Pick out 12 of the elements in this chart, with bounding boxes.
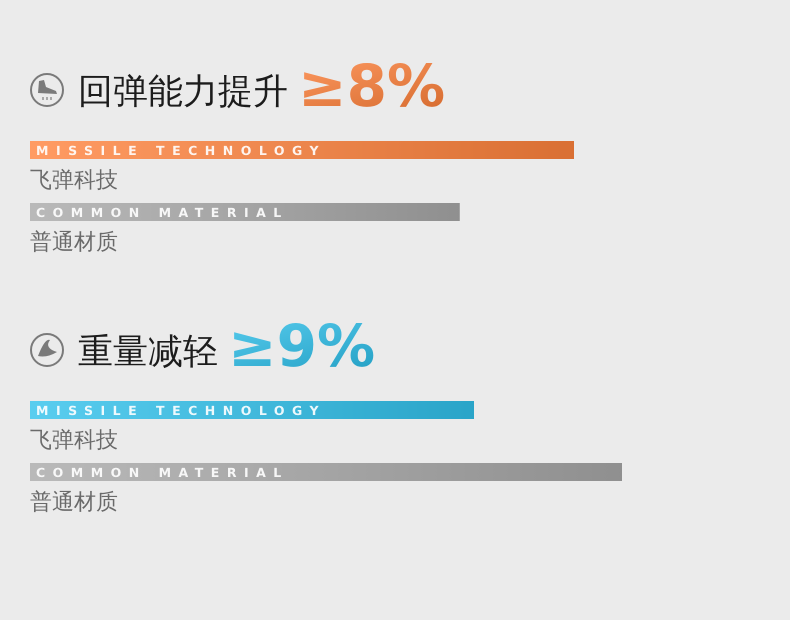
annotation: MISSILE TECHNOLOGY [36, 403, 326, 418]
y-tick-label: 飞弹科技 [30, 428, 118, 453]
annotation: COMMON MATERIAL [36, 205, 289, 220]
y-tick-label: 普通材质 [30, 490, 118, 515]
annotation: MISSILE TECHNOLOGY [36, 143, 326, 158]
chart-subtitle: ≥9% [228, 312, 376, 380]
chart-title: 重量减轻 [78, 332, 218, 372]
chart-subtitle: ≥8% [298, 52, 446, 120]
y-tick-label: 普通材质 [30, 230, 118, 255]
chart-title: 回弹能力提升 [78, 72, 288, 112]
y-tick-label: 飞弹科技 [30, 168, 118, 193]
annotation: COMMON MATERIAL [36, 465, 289, 480]
